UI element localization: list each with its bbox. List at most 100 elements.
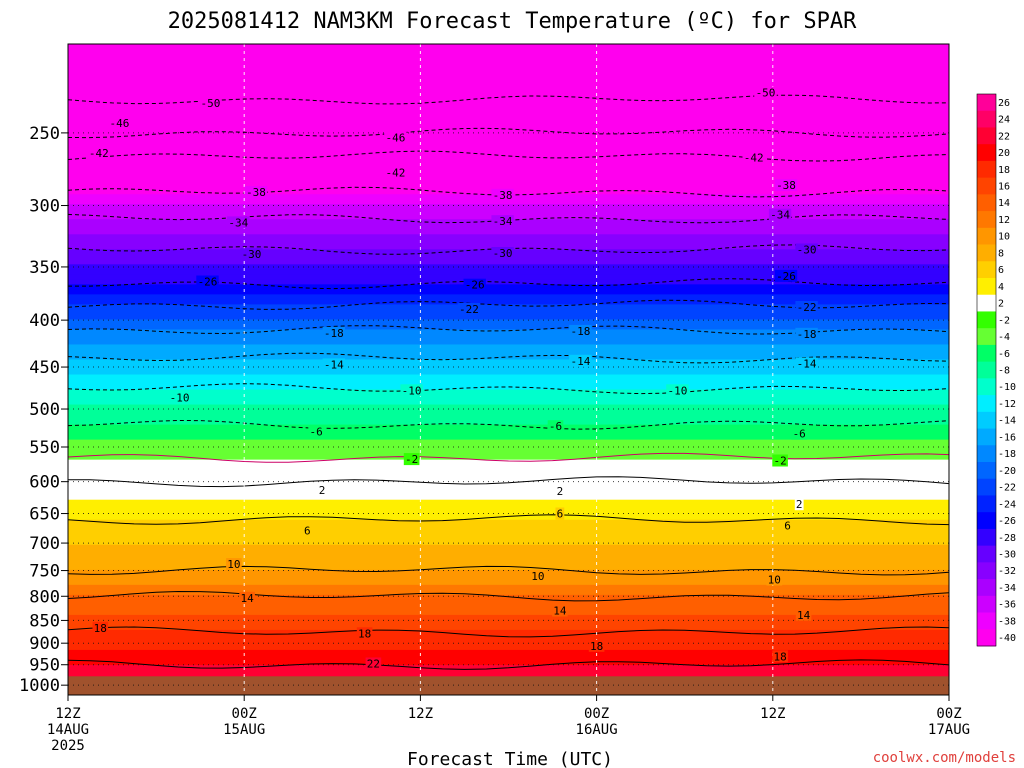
temperature-band (68, 429, 949, 436)
colorbar-label: 10 (998, 232, 1010, 243)
temperature-band (68, 609, 949, 616)
contour-label-bg (108, 117, 131, 130)
y-tick-label: 750 (29, 562, 60, 582)
contour-label: -14 (324, 358, 344, 371)
contour-label: -30 (493, 247, 513, 260)
colorbar-label: 6 (998, 265, 1004, 276)
colorbar-swatch (977, 579, 996, 597)
contour-label: -34 (493, 215, 513, 228)
colorbar-swatch (977, 595, 996, 613)
contour-label: 14 (797, 609, 811, 622)
y-tick-label: 350 (29, 258, 60, 278)
temperature-band (68, 394, 949, 401)
contour-label-bg (754, 86, 777, 99)
colorbar-label: 16 (998, 182, 1010, 193)
contour-label: 6 (304, 524, 311, 537)
contour-label: -38 (246, 186, 266, 199)
colorbar-swatch (977, 194, 996, 212)
temperature-band (68, 409, 949, 416)
contour-label-bg (92, 621, 109, 634)
colorbar-swatch (977, 378, 996, 396)
y-tick-label: 450 (29, 358, 60, 378)
colorbar-label: -4 (998, 332, 1010, 343)
temperature-band (68, 314, 949, 321)
colorbar-label: 20 (998, 148, 1010, 159)
contour-label-bg (463, 278, 486, 291)
temperature-band (68, 154, 949, 160)
contour-label: -10 (667, 384, 687, 397)
temperature-band (68, 344, 949, 351)
temperature-band (68, 324, 949, 331)
contour-label: 18 (94, 622, 107, 635)
contour-label: -26 (776, 270, 796, 283)
plot-area: -50 -50 -46 -46 -42 -42 -42 -38 -38 -38 -34 -34 -34 -… (68, 44, 949, 695)
contour-label: 14 (553, 605, 567, 618)
temperature-band (68, 149, 949, 155)
temperature-band (68, 119, 949, 125)
colorbar-label: -18 (998, 449, 1016, 460)
colorbar-swatch (977, 612, 996, 630)
temperature-band (68, 239, 949, 245)
contour-label-bg (569, 324, 592, 337)
contour-label: -34 (770, 209, 790, 222)
contour-line (68, 127, 949, 139)
temperature-band (68, 124, 949, 130)
colorbar-label: -26 (998, 516, 1016, 527)
temperature-band (68, 474, 949, 481)
contour-label-bg (552, 604, 568, 617)
temperature-band (68, 504, 949, 511)
temperature-band (68, 109, 949, 115)
contour-label-bg (384, 166, 407, 179)
temperature-band (68, 114, 949, 120)
temperature-band (68, 79, 949, 85)
plot-frame (67, 43, 950, 696)
contour-label: -22 (797, 301, 817, 314)
colorbar-swatch (977, 160, 996, 179)
colorbar-swatch (977, 328, 996, 346)
contour-label: 18 (773, 650, 786, 663)
contour-line (68, 419, 949, 430)
contour-label: -30 (242, 248, 262, 261)
y-tick-label: 550 (29, 438, 60, 458)
colorbar-label: -34 (998, 583, 1016, 594)
contour-label: 10 (227, 558, 240, 571)
temperature-band (68, 464, 949, 471)
temperature-band (68, 544, 949, 551)
contour-label: 18 (358, 627, 371, 640)
temperature-band (68, 164, 949, 170)
temperature-band (68, 559, 949, 566)
contour-label: -6 (793, 428, 806, 441)
contour-label-bg (791, 427, 807, 440)
temperature-band (68, 659, 949, 666)
contour-label-bg (457, 303, 481, 315)
temperature-band (68, 619, 949, 626)
colorbar-swatch (977, 211, 996, 229)
contour-label-bg (795, 327, 818, 340)
temperature-band (68, 299, 949, 305)
temperature-band (68, 534, 949, 541)
temperature-band (68, 359, 949, 366)
contour-label: -2 (405, 453, 418, 466)
temperature-band (68, 654, 949, 661)
contour-label-bg (774, 179, 798, 192)
temperature-band (68, 389, 949, 396)
contour-label: -26 (465, 279, 485, 292)
contour-line (68, 383, 949, 395)
temperature-band (68, 259, 949, 265)
temperature-band (68, 589, 949, 596)
colorbar-swatch (977, 478, 996, 496)
contour-label: -6 (309, 426, 322, 439)
contour-label: -18 (797, 328, 817, 341)
x-tick-label: 00Z (936, 706, 961, 722)
temperature-band (68, 604, 949, 611)
contour-label-bg (356, 627, 373, 640)
temperature-band (68, 539, 949, 546)
credit-link[interactable]: coolwx.com/models (873, 750, 1016, 766)
colorbar-swatch (977, 344, 996, 363)
y-tick-label: 650 (29, 505, 60, 525)
contour-label: -22 (459, 303, 479, 316)
colorbar-swatch (977, 562, 996, 580)
temperature-band (68, 284, 949, 290)
contour-label: 2 (796, 498, 803, 511)
